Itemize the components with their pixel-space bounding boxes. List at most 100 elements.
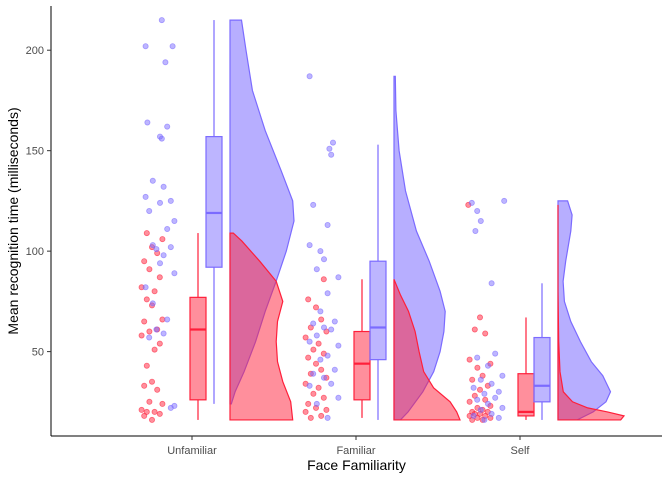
red-point <box>476 386 483 393</box>
blue-point <box>331 318 338 325</box>
blue-point <box>153 246 160 253</box>
red-point <box>471 326 478 333</box>
blue-point <box>477 406 484 413</box>
red-point <box>474 364 481 371</box>
blue-point <box>160 330 167 337</box>
blue-point <box>317 308 324 315</box>
blue-point <box>488 380 495 387</box>
red-point <box>320 394 327 401</box>
blue-point <box>313 266 320 273</box>
red-point <box>143 230 150 237</box>
blue-point <box>149 177 156 184</box>
chart-marks <box>138 17 626 423</box>
blue-point <box>495 388 502 395</box>
blue-point <box>153 326 160 333</box>
red-point <box>315 340 322 347</box>
red-point <box>143 408 150 415</box>
blue-point <box>468 199 475 206</box>
blue-point <box>326 145 333 152</box>
red-box-self <box>517 373 535 417</box>
blue-point <box>481 390 488 397</box>
blue-point <box>149 300 156 307</box>
blue-point <box>310 201 317 208</box>
blue-point <box>484 362 491 369</box>
red-point <box>482 396 489 403</box>
blue-point <box>329 139 336 146</box>
blue-box-familiar <box>369 260 387 361</box>
blue-point <box>142 193 149 200</box>
blue-point <box>499 404 506 411</box>
blue-point <box>472 227 479 234</box>
red-point <box>305 354 312 361</box>
red-point <box>310 346 317 353</box>
x-tick-label: Familiar <box>336 445 375 457</box>
red-point <box>156 340 163 347</box>
red-point <box>156 274 163 281</box>
y-axis-ticks: 50 100 150 200 <box>26 45 51 359</box>
blue-point <box>162 59 169 66</box>
red-point <box>323 406 330 413</box>
red-point <box>312 304 319 311</box>
red-point <box>146 398 153 405</box>
blue-point <box>146 207 153 214</box>
blue-point <box>171 402 178 409</box>
red-point <box>466 356 473 363</box>
red-box-familiar <box>353 330 371 401</box>
red-point <box>146 328 153 335</box>
blue-point <box>328 380 335 387</box>
red-point <box>302 408 309 415</box>
red-point <box>302 334 309 341</box>
red-point <box>318 412 325 419</box>
red-point <box>138 332 145 339</box>
blue-point <box>160 252 167 259</box>
blue-box-unfamiliar <box>205 136 223 268</box>
blue-point <box>488 410 495 417</box>
red-point <box>159 236 166 243</box>
blue-point <box>474 207 481 214</box>
blue-point <box>142 284 149 291</box>
blue-point <box>144 119 151 126</box>
blue-point <box>335 394 342 401</box>
red-box-unfamiliar <box>189 296 207 401</box>
blue-point <box>169 43 176 50</box>
y-axis-title: Mean recognition time (milliseconds) <box>5 107 21 334</box>
blue-point <box>474 396 481 403</box>
red-point <box>320 276 327 283</box>
blue-point <box>328 151 335 158</box>
red-point <box>138 406 145 413</box>
blue-point <box>167 197 174 204</box>
chart-axes: 50 100 150 200 Unfamiliar Familiar Self <box>26 6 662 457</box>
blue-point <box>156 260 163 267</box>
blue-point <box>310 370 317 377</box>
blue-point <box>306 73 313 80</box>
blue-point <box>306 242 313 249</box>
red-point <box>305 400 312 407</box>
y-tick-label: 150 <box>26 146 44 158</box>
y-tick-label: 200 <box>26 45 44 57</box>
blue-point <box>167 244 174 251</box>
red-point <box>476 314 483 321</box>
blue-point <box>492 394 499 401</box>
blue-point <box>149 242 156 249</box>
blue-point <box>335 342 342 349</box>
red-density-self <box>557 204 626 421</box>
blue-point <box>156 133 163 140</box>
red-point <box>482 330 489 337</box>
blue-point <box>160 183 167 190</box>
red-point <box>141 318 148 325</box>
x-axis-ticks: Unfamiliar Familiar Self <box>167 436 530 457</box>
red-density-familiar <box>393 279 461 421</box>
blue-point <box>477 217 484 224</box>
blue-point <box>310 320 317 327</box>
blue-point <box>484 400 491 407</box>
blue-point <box>320 256 327 263</box>
blue-point <box>313 400 320 407</box>
blue-point <box>499 372 506 379</box>
blue-point <box>306 382 313 389</box>
blue-point <box>324 352 331 359</box>
red-point <box>151 288 158 295</box>
blue-point <box>164 316 171 323</box>
blue-point <box>331 366 338 373</box>
red-point <box>318 366 325 373</box>
blue-point <box>317 248 324 255</box>
